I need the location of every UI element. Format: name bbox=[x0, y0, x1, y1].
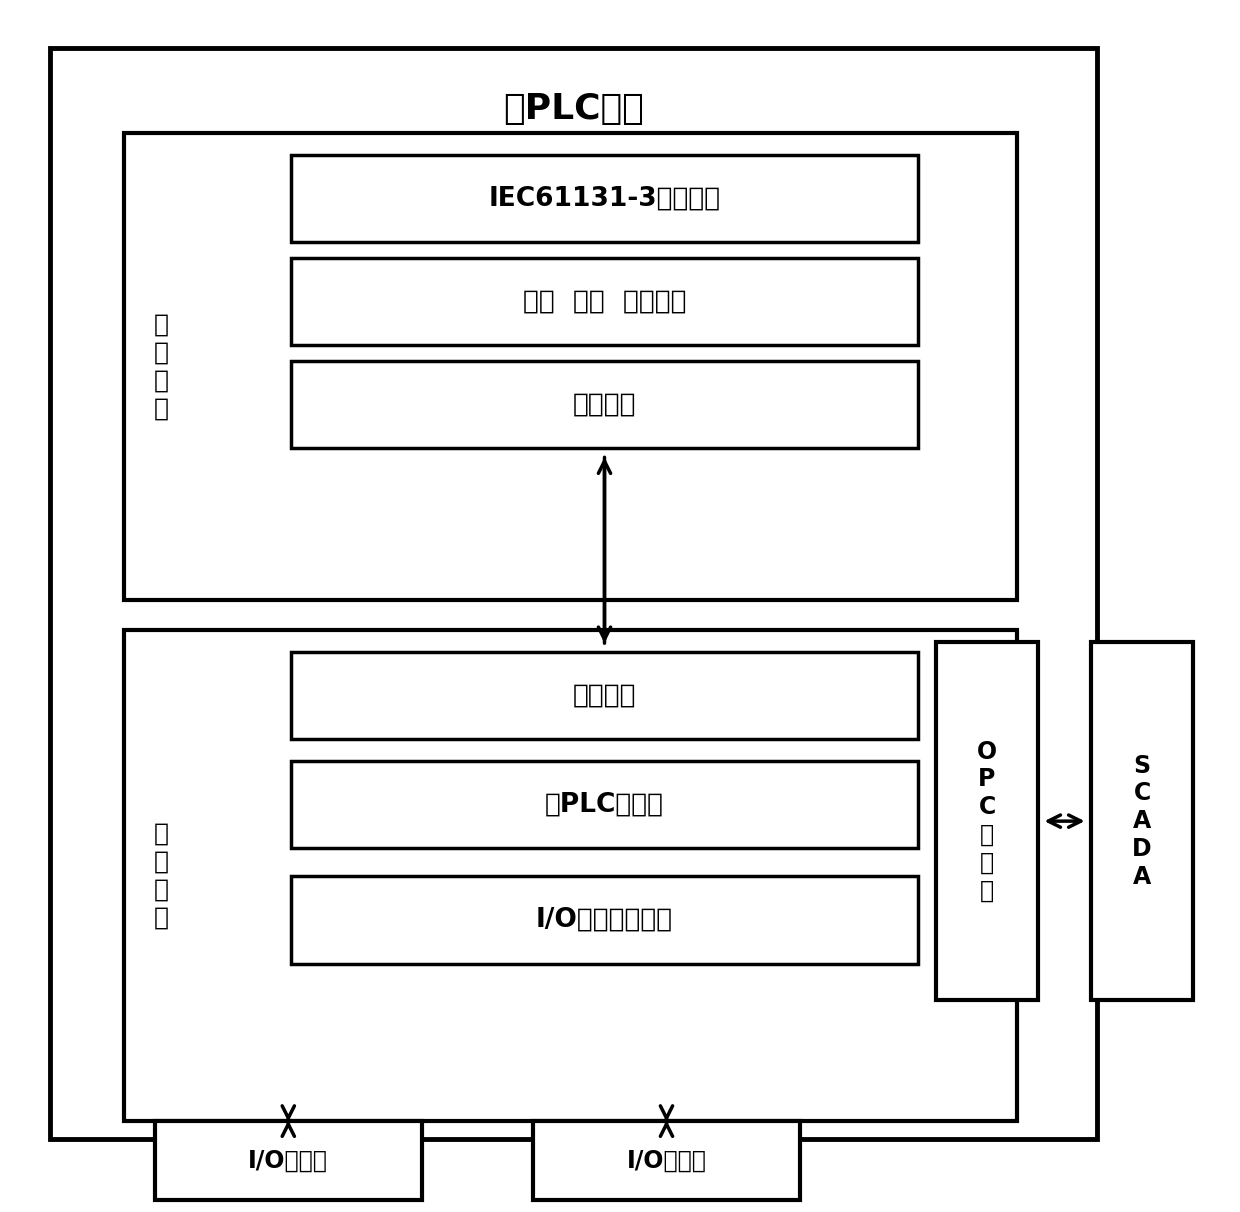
Bar bbox=[155, 1121, 422, 1200]
Bar bbox=[291, 361, 918, 448]
Text: 软PLC系统: 软PLC系统 bbox=[503, 92, 644, 126]
Bar bbox=[291, 258, 918, 345]
Text: I/O子系统: I/O子系统 bbox=[248, 1149, 329, 1172]
Bar bbox=[50, 48, 1097, 1139]
Bar bbox=[291, 652, 918, 739]
Bar bbox=[291, 876, 918, 964]
Text: 通信接口: 通信接口 bbox=[573, 391, 636, 418]
Text: S
C
A
D
A: S C A D A bbox=[1132, 754, 1152, 888]
Bar bbox=[124, 133, 1017, 600]
Text: O
P
C
服
务
器: O P C 服 务 器 bbox=[977, 739, 997, 903]
Text: 开
发
系
统: 开 发 系 统 bbox=[154, 313, 169, 421]
Bar bbox=[533, 1121, 800, 1200]
Bar bbox=[124, 630, 1017, 1121]
Text: 编辑  编译  调试仿真: 编辑 编译 调试仿真 bbox=[523, 288, 686, 315]
Bar bbox=[936, 642, 1038, 1000]
Bar bbox=[291, 761, 918, 848]
Text: 通信接口: 通信接口 bbox=[573, 682, 636, 709]
Text: 运
行
系
统: 运 行 系 统 bbox=[154, 822, 169, 930]
Text: I/O接口驱动模块: I/O接口驱动模块 bbox=[536, 907, 673, 933]
Bar bbox=[1091, 642, 1193, 1000]
Text: 软PLC虚拟机: 软PLC虚拟机 bbox=[546, 791, 663, 818]
Bar bbox=[291, 155, 918, 242]
Text: IEC61131-3编程环境: IEC61131-3编程环境 bbox=[489, 185, 720, 212]
Text: I/O子系统: I/O子系统 bbox=[626, 1149, 707, 1172]
